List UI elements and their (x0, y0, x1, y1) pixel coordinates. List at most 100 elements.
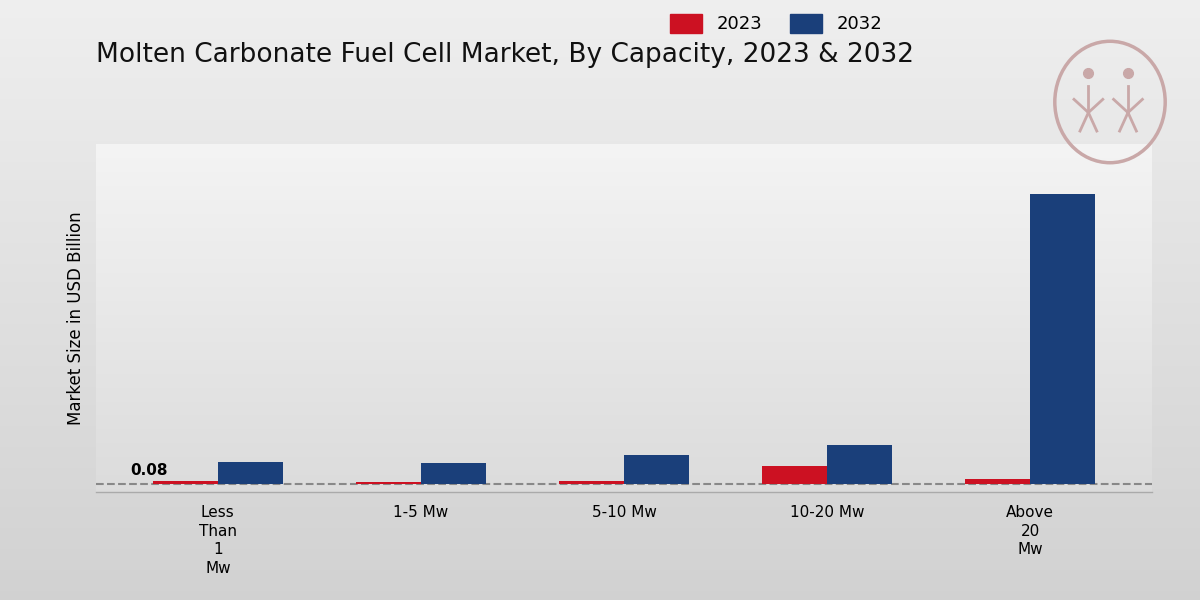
Bar (96, 430, 1152, 433)
Bar (96, 335, 1152, 339)
Bar (0, 546, 1200, 549)
Bar (0, 219, 1200, 222)
Bar (96, 276, 1152, 280)
Bar (0, 150, 1200, 153)
Bar (0, 168, 1200, 171)
Bar (96, 280, 1152, 283)
Bar (96, 308, 1152, 311)
Bar (0, 129, 1200, 132)
Bar (0, 465, 1200, 468)
Bar (0, 135, 1200, 138)
Bar (96, 311, 1152, 314)
Bar (0, 324, 1200, 327)
Bar (96, 422, 1152, 426)
Bar (0, 84, 1200, 87)
Bar (96, 443, 1152, 447)
Bar (0, 15, 1200, 18)
Bar (0, 174, 1200, 177)
Bar (0, 6, 1200, 9)
Bar (0, 273, 1200, 276)
Bar (0, 51, 1200, 54)
Bar (96, 224, 1152, 227)
Bar (96, 391, 1152, 395)
Bar (0, 537, 1200, 540)
Bar (0, 414, 1200, 417)
Bar (0, 330, 1200, 333)
Bar (0, 222, 1200, 225)
Bar (96, 475, 1152, 478)
Bar (96, 401, 1152, 405)
Bar (559, 481, 624, 484)
Bar (0, 594, 1200, 597)
Bar (356, 482, 421, 484)
Bar (0, 27, 1200, 30)
Bar (0, 432, 1200, 435)
Bar (0, 111, 1200, 114)
Bar (96, 436, 1152, 440)
Bar (96, 186, 1152, 189)
Bar (96, 363, 1152, 367)
Bar (0, 363, 1200, 366)
Bar (96, 203, 1152, 206)
Bar (96, 252, 1152, 256)
Bar (0, 441, 1200, 444)
Bar (96, 259, 1152, 262)
Bar (0, 459, 1200, 462)
Bar (0, 582, 1200, 585)
Bar (0, 471, 1200, 474)
Bar (96, 269, 1152, 273)
Bar (0, 450, 1200, 453)
Bar (96, 158, 1152, 161)
Bar (0, 339, 1200, 342)
Bar (0, 153, 1200, 156)
Bar (96, 161, 1152, 165)
Bar (0, 264, 1200, 267)
Bar (0, 333, 1200, 336)
Bar (0, 294, 1200, 297)
Bar (0, 327, 1200, 330)
Bar (96, 461, 1152, 464)
Bar (0, 423, 1200, 426)
Bar (0, 378, 1200, 381)
Bar (0, 162, 1200, 165)
Bar (0, 90, 1200, 93)
Bar (96, 388, 1152, 391)
Bar (0, 36, 1200, 39)
Bar (96, 262, 1152, 266)
Bar (0, 108, 1200, 111)
Bar (96, 297, 1152, 301)
Bar (0, 372, 1200, 375)
Bar (96, 457, 1152, 461)
Bar (0, 243, 1200, 246)
Bar (0, 417, 1200, 420)
Bar (0, 588, 1200, 591)
Bar (96, 287, 1152, 290)
Bar (96, 318, 1152, 322)
Bar (0, 426, 1200, 429)
Bar (0, 495, 1200, 498)
Bar (0, 405, 1200, 408)
Bar (0, 357, 1200, 360)
Bar (0, 297, 1200, 300)
Bar (0, 210, 1200, 213)
Bar (0, 312, 1200, 315)
Bar (0, 120, 1200, 123)
Bar (0, 480, 1200, 483)
Bar (0, 552, 1200, 555)
Bar (0, 276, 1200, 279)
Bar (96, 409, 1152, 412)
Bar (0, 57, 1200, 60)
Bar (0, 198, 1200, 201)
Bar (0, 96, 1200, 99)
Bar (0, 87, 1200, 90)
Bar (96, 273, 1152, 276)
Y-axis label: Market Size in USD Billion: Market Size in USD Billion (67, 211, 85, 425)
Bar (0, 0, 1200, 3)
Bar (96, 210, 1152, 214)
Bar (0, 72, 1200, 75)
Bar (0, 342, 1200, 345)
Bar (0, 105, 1200, 108)
Bar (0, 183, 1200, 186)
Bar (96, 488, 1152, 492)
Bar (0, 285, 1200, 288)
